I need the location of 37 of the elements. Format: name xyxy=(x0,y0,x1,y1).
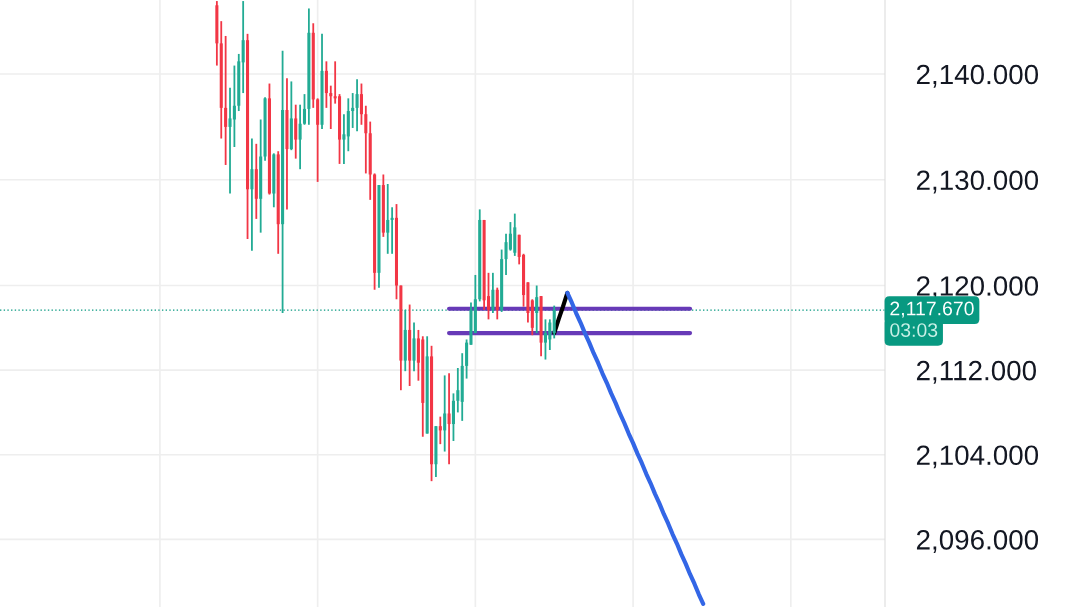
candlestick xyxy=(351,92,355,129)
y-tick-label: 2,096.000 xyxy=(916,529,1039,553)
candlestick xyxy=(329,84,333,130)
candlestick xyxy=(294,103,298,160)
candlestick xyxy=(451,392,455,442)
candlestick xyxy=(552,304,556,340)
candlestick xyxy=(491,271,495,314)
candlestick xyxy=(298,103,302,171)
y-tick-label: 2,112.000 xyxy=(916,360,1036,384)
candlestick xyxy=(224,35,228,166)
candlestick xyxy=(359,82,363,126)
candlestick xyxy=(324,60,328,109)
y-tick-label: 2,130.000 xyxy=(916,170,1039,194)
candlestick xyxy=(250,137,254,252)
candlestick xyxy=(232,64,236,148)
candlestick xyxy=(364,104,368,175)
candlestick xyxy=(535,284,539,335)
candlestick xyxy=(386,183,390,255)
y-tick-label: 2,120.000 xyxy=(916,276,1039,300)
candlestick xyxy=(355,78,359,133)
y-tick-label: 2,140.000 xyxy=(916,64,1039,88)
candlestick xyxy=(390,206,394,255)
candlestick xyxy=(447,372,451,466)
candlestick xyxy=(412,321,416,373)
candlestick xyxy=(438,415,442,446)
candlestick xyxy=(495,286,499,321)
candlestick xyxy=(342,113,346,165)
candlestick xyxy=(548,318,552,351)
candlestick xyxy=(302,93,307,126)
ref-line-label: 2,117.670 xyxy=(890,301,974,318)
candlestick xyxy=(241,0,245,94)
y-tick-label: 2,104.000 xyxy=(916,445,1039,469)
text: 03:03 xyxy=(890,323,938,337)
candlestick xyxy=(543,318,547,361)
candlestick xyxy=(443,374,447,453)
line-series xyxy=(565,290,706,606)
candlestick xyxy=(456,367,460,414)
